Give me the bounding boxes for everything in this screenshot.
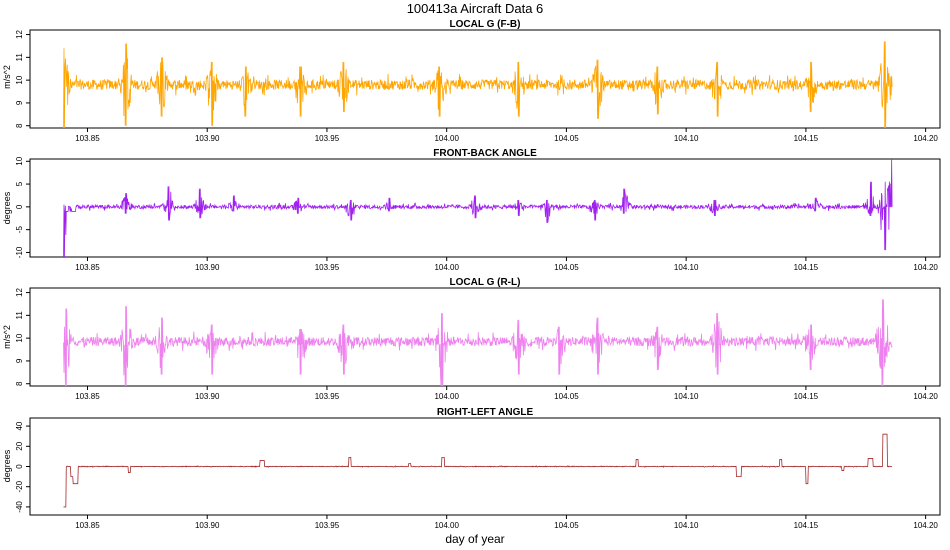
x-tick-label: 104.00 [434,392,459,401]
x-tick-label: 104.15 [794,521,819,530]
panel-local-g-rl: LOCAL G (R-L) m/s^2 103.85 103.90 103.95 10… [2,277,941,401]
y-tick-label: 10 [15,75,24,84]
y-tick-label: -10 [15,246,24,258]
x-tick-label: 103.95 [315,263,340,272]
panel-right-left-angle: RIGHT-LEFT ANGLE degrees 103.85 103.90 103… [2,407,941,530]
y-tick-label: -5 [15,226,24,234]
y-tick-label: 11 [15,53,24,62]
y-tick-label: 10 [15,333,24,342]
y-tick-label: 9 [15,100,24,105]
x-tick-label: 104.10 [674,392,699,401]
series-line [63,299,893,387]
y-tick-label: 11 [15,311,24,320]
y-axis-title: m/s^2 [2,325,12,349]
x-tick-label: 104.05 [554,134,579,143]
plot-frame [29,287,941,387]
series-line [63,41,893,129]
y-tick-label: 12 [15,30,24,39]
y-tick-label: 40 [15,421,24,430]
y-tick-label: 8 [15,381,24,386]
y-tick-label: 10 [15,156,24,165]
x-tick-label: 103.90 [195,134,220,143]
x-tick-label: 104.00 [434,134,459,143]
y-tick-label: 5 [15,181,24,186]
panel-local-g-fb: LOCAL G (F-B) m/s^2 103.85 103.90 103.95 10… [2,19,941,143]
panel-title: LOCAL G (R-L) [450,277,521,288]
y-axis-title: m/s^2 [2,65,12,89]
x-tick-label: 103.90 [195,521,220,530]
x-tick-label: 104.20 [913,134,938,143]
x-tick-label: 104.10 [674,263,699,272]
y-tick-label: 12 [15,288,24,297]
x-tick-label: 103.90 [195,263,220,272]
x-tick-label: 103.95 [315,134,340,143]
y-tick-label: -40 [15,501,24,513]
panel-title: RIGHT-LEFT ANGLE [437,407,534,418]
y-tick-label: 8 [15,123,24,128]
x-tick-label: 103.85 [75,263,100,272]
y-tick-label: -20 [15,480,24,492]
x-tick-label: 104.05 [554,521,579,530]
y-axis-title: degrees [2,449,12,482]
y-axis-title: degrees [2,191,12,224]
panel-front-back-angle: FRONT-BACK ANGLE degrees 103.85 103.90 103… [2,148,941,272]
x-tick-label: 104.15 [794,392,819,401]
y-tick-label: 20 [15,441,24,450]
x-tick-label: 103.85 [75,521,100,530]
x-tick-label: 103.95 [315,392,340,401]
x-tick-label: 104.20 [913,392,938,401]
x-tick-label: 104.00 [434,521,459,530]
x-tick-label: 104.20 [913,521,938,530]
x-tick-label: 104.20 [913,263,938,272]
x-tick-label: 104.05 [554,392,579,401]
y-tick-label: 0 [15,204,24,209]
x-tick-label: 103.85 [75,134,100,143]
x-tick-label: 103.90 [195,392,220,401]
x-tick-label: 104.10 [674,134,699,143]
x-tick-label: 103.85 [75,392,100,401]
x-axis-title: day of year [445,532,504,546]
x-tick-label: 104.10 [674,521,699,530]
x-tick-label: 104.00 [434,263,459,272]
x-tick-label: 103.95 [315,521,340,530]
y-tick-label: 0 [15,464,24,469]
plot-frame [29,158,941,258]
plot-frame [29,29,941,129]
x-tick-label: 104.15 [794,134,819,143]
panel-title: FRONT-BACK ANGLE [433,148,537,159]
panel-title: LOCAL G (F-B) [450,19,521,30]
series-line [63,433,893,508]
series-line [63,158,893,258]
y-tick-label: 9 [15,358,24,363]
x-tick-label: 104.15 [794,263,819,272]
x-tick-label: 104.05 [554,263,579,272]
figure-title: 100413a Aircraft Data 6 [407,1,544,16]
